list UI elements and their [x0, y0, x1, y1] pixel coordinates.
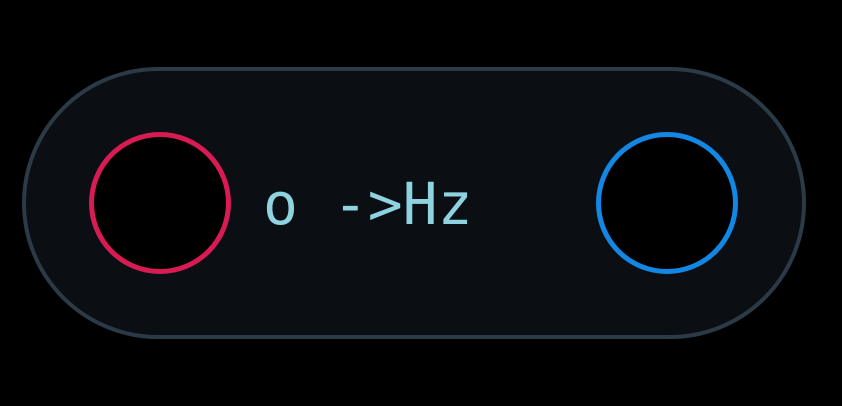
input-port[interactable]	[89, 132, 231, 274]
node-label: o ->Hz	[263, 170, 473, 238]
output-port[interactable]	[596, 132, 738, 274]
